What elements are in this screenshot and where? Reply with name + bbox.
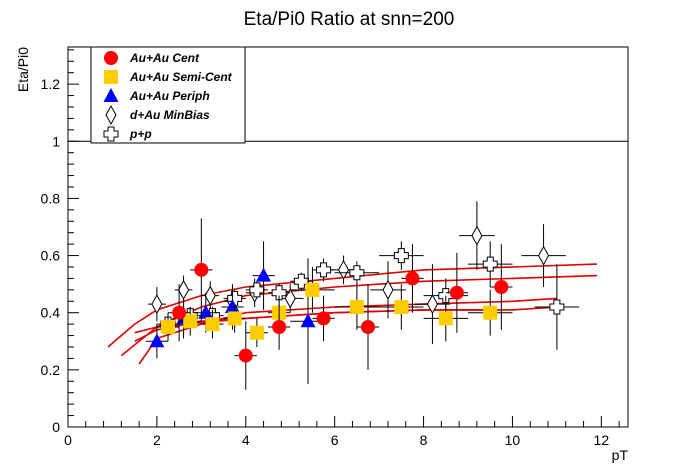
legend-marker-cross xyxy=(103,126,119,142)
x-tick-label: 6 xyxy=(331,432,339,448)
data-point-square xyxy=(349,300,364,314)
data-point-diamond xyxy=(382,279,394,300)
data-point-diamond xyxy=(471,225,483,246)
data-point-cross xyxy=(227,290,243,306)
legend-label: p+p xyxy=(129,127,152,141)
data-point-circle xyxy=(194,262,209,277)
legend-marker-triangle xyxy=(103,88,119,102)
data-point-square xyxy=(183,314,198,329)
y-tick-label: 1 xyxy=(52,133,60,149)
data-point-cross xyxy=(316,262,332,278)
fit-curve xyxy=(107,263,597,348)
data-point-triangle xyxy=(149,333,165,348)
data-point-diamond xyxy=(151,294,163,315)
legend: Au+Au Cent Au+Au Semi-Cent Au+Au Periph d+A… xyxy=(90,46,246,144)
plot-border xyxy=(67,46,629,428)
x-axis-label: pT xyxy=(612,447,629,463)
x-tick-label: 8 xyxy=(420,432,428,448)
y-tick-label: 1.2 xyxy=(41,76,61,92)
x-tick-label: 10 xyxy=(505,432,521,448)
y-tick-label: 0 xyxy=(52,419,60,435)
data-point-triangle xyxy=(256,267,272,282)
data-point-circle xyxy=(361,320,375,334)
data-point-diamond xyxy=(284,288,296,309)
x-tick-label: 0 xyxy=(64,432,72,448)
legend-marker-square xyxy=(104,70,118,84)
legend-marker-diamond xyxy=(105,104,117,126)
data-point-circle xyxy=(272,320,287,334)
data-point-circle xyxy=(238,348,253,363)
data-point-circle xyxy=(316,311,331,326)
legend-label: Au+Au Semi-Cent xyxy=(129,70,233,84)
y-axis-label: Eta/Pi0 xyxy=(15,47,31,92)
data-point-square xyxy=(161,320,175,334)
tick-labels: 0 2 4 6 8 10 12 0 0.2 0.4 0.6 0.8 1 1.2 xyxy=(41,76,610,448)
legend-marker-circle xyxy=(104,51,118,65)
data-point-diamond xyxy=(537,245,550,266)
data-point-circle xyxy=(172,305,187,320)
data-point-square xyxy=(483,305,498,320)
data-point-cross xyxy=(482,256,498,272)
legend-label: d+Au MinBias xyxy=(130,108,210,122)
data-point-circle xyxy=(405,271,420,286)
data-point-square xyxy=(205,317,220,332)
x-tick-label: 4 xyxy=(242,432,250,448)
data-point-square xyxy=(249,325,264,340)
data-point-diamond xyxy=(337,259,350,280)
legend-label: Au+Au Periph xyxy=(129,89,210,103)
data-point-square xyxy=(438,311,453,326)
data-point-square xyxy=(394,300,409,314)
data-points xyxy=(145,201,580,390)
data-point-cross xyxy=(293,273,309,289)
x-tick-label: 12 xyxy=(594,432,610,448)
axis-ticks xyxy=(67,49,620,428)
legend-box xyxy=(90,46,246,144)
y-tick-label: 0.2 xyxy=(41,362,61,378)
legend-items: Au+Au Cent Au+Au Semi-Cent Au+Au Periph d+A… xyxy=(103,51,233,142)
data-point-square xyxy=(227,311,242,326)
data-point-triangle xyxy=(300,313,316,328)
data-point-cross xyxy=(549,299,565,315)
legend-label: Au+Au Cent xyxy=(129,51,200,65)
data-point-square xyxy=(305,282,320,297)
data-point-diamond xyxy=(426,294,439,315)
y-tick-label: 0.6 xyxy=(41,248,61,264)
chart-title: Eta/Pi0 Ratio at snn=200 xyxy=(244,9,455,30)
plot-frame xyxy=(67,46,629,428)
data-point-triangle xyxy=(224,299,240,313)
x-tick-label: 2 xyxy=(153,432,161,448)
data-point-circle xyxy=(494,280,509,294)
data-point-cross xyxy=(393,248,409,264)
data-point-diamond xyxy=(204,285,216,306)
data-point-triangle xyxy=(198,304,214,319)
data-point-circle xyxy=(449,285,464,300)
data-point-cross xyxy=(249,282,265,298)
data-point-cross xyxy=(271,285,287,301)
data-point-cross xyxy=(349,265,365,281)
y-tick-label: 0.8 xyxy=(41,190,61,206)
y-tick-label: 0.4 xyxy=(41,305,61,321)
